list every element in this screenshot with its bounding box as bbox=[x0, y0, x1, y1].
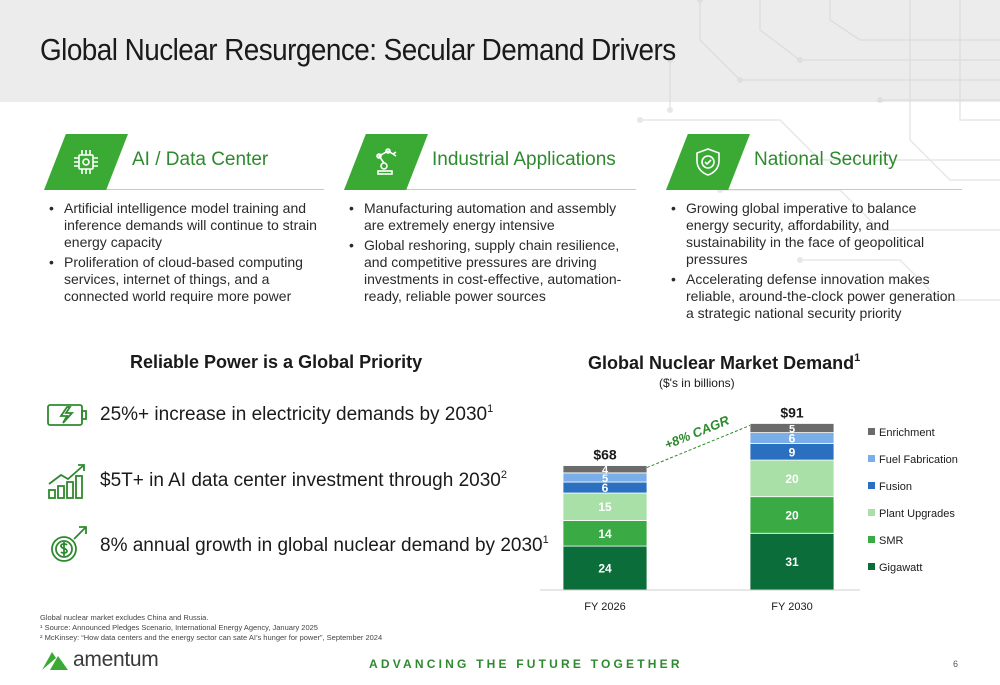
pillar-title: National Security bbox=[754, 149, 898, 170]
stat-text: 25%+ increase in electricity demands by … bbox=[100, 403, 494, 425]
logo-mark-icon bbox=[42, 652, 68, 670]
data-label: 5 bbox=[789, 424, 795, 436]
legend-swatch bbox=[868, 509, 875, 516]
legend-label: SMR bbox=[879, 535, 904, 547]
bar-segment bbox=[749, 496, 835, 534]
stat-text: $5T+ in AI data center investment throug… bbox=[100, 469, 507, 491]
legend-label: Fusion bbox=[879, 481, 912, 493]
priority-title: Reliable Power is a Global Priority bbox=[130, 352, 423, 372]
footnote: Global nuclear market excludes China and… bbox=[40, 613, 209, 622]
data-label: 15 bbox=[598, 500, 612, 514]
legend-swatch bbox=[868, 482, 875, 489]
chart-subtitle: ($'s in billions) bbox=[659, 376, 735, 390]
bullet-list: Growing global imperative to balance ene… bbox=[666, 200, 962, 322]
company-logo: amentum bbox=[40, 646, 240, 676]
footnotes: Global nuclear market excludes China and… bbox=[40, 613, 382, 643]
x-tick-label: FY 2026 bbox=[584, 601, 625, 613]
dollar-growth-icon bbox=[51, 526, 87, 562]
pillar-industrial-applications: Industrial Applications Manufacturing au… bbox=[344, 134, 636, 308]
bullet-item: Global reshoring, supply chain resilienc… bbox=[344, 237, 636, 305]
bullet-item: Manufacturing automation and assembly ar… bbox=[344, 200, 636, 234]
robotic-arm-icon bbox=[344, 134, 428, 190]
legend-label: Gigawatt bbox=[879, 562, 922, 574]
bullet-item: Accelerating defense innovation makes re… bbox=[666, 271, 962, 322]
battery-charging-icon bbox=[47, 404, 87, 426]
page-title: Global Nuclear Resurgence: Secular Deman… bbox=[40, 32, 676, 67]
bar-segment bbox=[749, 459, 835, 498]
total-label: $91 bbox=[780, 404, 804, 420]
shield-check-icon bbox=[666, 134, 750, 190]
data-label: 6 bbox=[602, 481, 609, 495]
bar-segment bbox=[562, 545, 648, 591]
title-band bbox=[0, 0, 1000, 102]
cagr-annotation: +8% CAGR bbox=[662, 412, 731, 452]
bar-segment bbox=[749, 532, 835, 591]
legend-label: Plant Upgrades bbox=[879, 508, 955, 520]
bullet-item: Proliferation of cloud-based computing s… bbox=[44, 254, 324, 305]
logo-wordmark: amentum bbox=[73, 648, 159, 671]
data-label: 20 bbox=[785, 472, 799, 486]
data-label: 6 bbox=[789, 432, 796, 446]
legend-swatch bbox=[868, 455, 875, 462]
total-label: $68 bbox=[593, 447, 617, 463]
pillar-national-security: National Security Growing global imperat… bbox=[666, 134, 962, 325]
cagr-line bbox=[646, 425, 751, 469]
footnote: ² McKinsey: “How data centers and the en… bbox=[40, 633, 383, 642]
legend-swatch bbox=[868, 563, 875, 570]
bullet-item: Artificial intelligence model training a… bbox=[44, 200, 324, 251]
x-tick-label: FY 2030 bbox=[771, 601, 812, 613]
pillar-header: Industrial Applications bbox=[344, 134, 636, 190]
bar-segment bbox=[562, 465, 648, 474]
data-label: 4 bbox=[602, 465, 609, 477]
chart-title: Global Nuclear Market Demand1 bbox=[588, 352, 861, 373]
growth-bar-chart-icon bbox=[48, 464, 85, 499]
legend-swatch bbox=[868, 536, 875, 543]
stat-nuclear-growth: 8% annual growth in global nuclear deman… bbox=[44, 523, 549, 569]
bar-segment bbox=[562, 520, 648, 547]
data-label: 9 bbox=[789, 445, 796, 459]
pillar-header: AI / Data Center bbox=[44, 134, 324, 190]
bar-segment bbox=[562, 492, 648, 521]
data-label: 5 bbox=[602, 473, 608, 485]
bar-segment bbox=[749, 423, 835, 434]
tagline: ADVANCING THE FUTURE TOGETHER bbox=[369, 657, 683, 671]
bullet-item: Growing global imperative to balance ene… bbox=[666, 200, 962, 268]
footnote: ¹ Source: Announced Pledges Scenario, In… bbox=[40, 623, 318, 632]
cpu-chip-icon bbox=[44, 134, 128, 190]
page-number: 6 bbox=[953, 659, 959, 669]
pillar-header: National Security bbox=[666, 134, 962, 190]
bullet-list: Manufacturing automation and assembly ar… bbox=[344, 200, 636, 305]
data-label: 24 bbox=[598, 562, 612, 576]
pillar-title: AI / Data Center bbox=[132, 149, 269, 170]
stat-ai-investment: $5T+ in AI data center investment throug… bbox=[44, 458, 507, 504]
data-label: 14 bbox=[598, 527, 612, 541]
data-label: 20 bbox=[785, 508, 799, 522]
stat-text: 8% annual growth in global nuclear deman… bbox=[100, 534, 549, 556]
legend-label: Fuel Fabrication bbox=[879, 454, 958, 466]
pillar-title: Industrial Applications bbox=[432, 149, 616, 170]
pillar-ai-data-center: AI / Data Center Artificial intelligence… bbox=[44, 134, 324, 308]
legend-label: Enrichment bbox=[879, 427, 935, 439]
bullet-list: Artificial intelligence model training a… bbox=[44, 200, 324, 305]
data-label: 31 bbox=[785, 555, 799, 569]
stat-electricity-demand: 25%+ increase in electricity demands by … bbox=[44, 392, 494, 438]
legend-swatch bbox=[868, 428, 875, 435]
